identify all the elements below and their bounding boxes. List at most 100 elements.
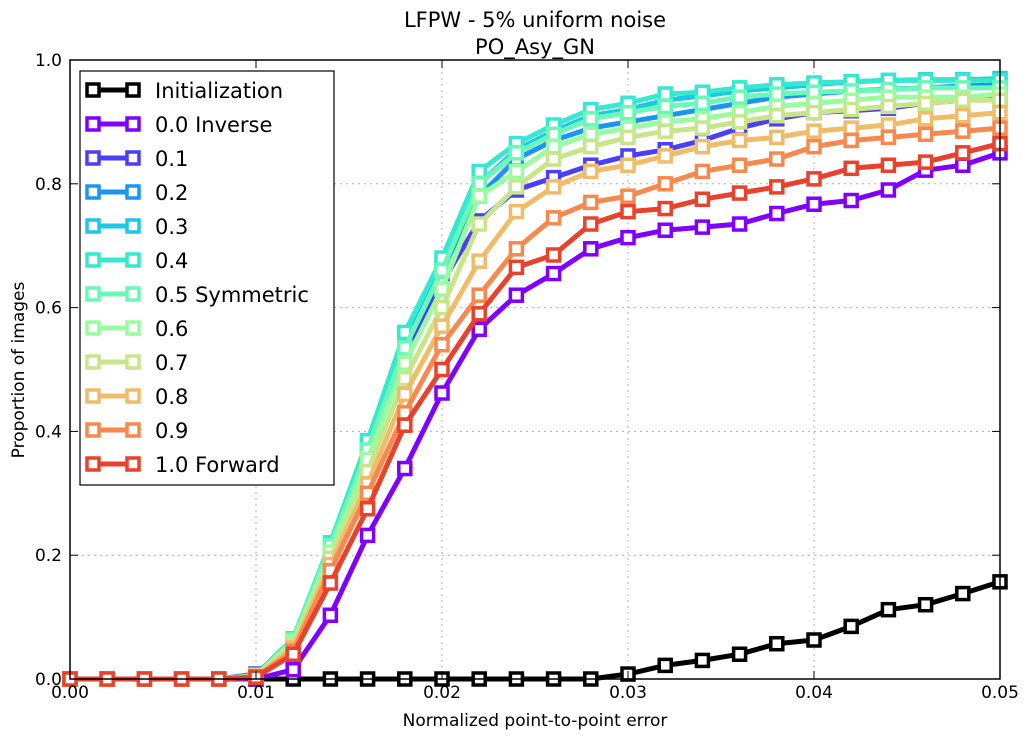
data-point bbox=[545, 151, 562, 167]
data-point bbox=[769, 635, 785, 652]
y-tick-label: 0.2 bbox=[35, 546, 62, 566]
data-point bbox=[806, 104, 822, 121]
data-point bbox=[471, 176, 487, 192]
x-axis-label: Normalized point-to-point error bbox=[403, 711, 668, 731]
y-tick-label: 0.8 bbox=[35, 175, 62, 195]
data-point bbox=[731, 132, 748, 149]
data-point bbox=[955, 92, 971, 108]
data-point bbox=[583, 163, 599, 180]
data-point bbox=[657, 176, 673, 192]
data-point bbox=[843, 618, 859, 635]
legend-entry: 0.6 bbox=[85, 317, 188, 341]
legend-swatch-marker bbox=[85, 286, 101, 302]
data-point bbox=[545, 265, 562, 282]
legend-swatch-marker bbox=[125, 320, 141, 336]
data-point bbox=[657, 123, 673, 139]
data-point bbox=[471, 306, 487, 322]
data-point bbox=[657, 148, 673, 164]
legend-swatch-marker bbox=[85, 218, 101, 234]
data-point bbox=[583, 241, 599, 257]
legend-label: Initialization bbox=[155, 79, 283, 103]
legend-swatch-marker bbox=[125, 218, 141, 234]
data-point bbox=[434, 385, 450, 401]
data-point bbox=[806, 171, 822, 187]
chart-title: LFPW - 5% uniform noise bbox=[404, 8, 666, 32]
data-point bbox=[285, 646, 301, 662]
legend-entry: 0.3 bbox=[85, 215, 188, 239]
data-point bbox=[843, 160, 859, 177]
legend-swatch-marker bbox=[85, 354, 101, 370]
legend-swatch-marker bbox=[125, 456, 141, 472]
legend-swatch-marker bbox=[85, 82, 101, 98]
data-point bbox=[955, 107, 971, 124]
y-tick-label: 0.0 bbox=[35, 670, 62, 690]
data-point bbox=[769, 179, 785, 195]
x-tick-label: 0.03 bbox=[609, 683, 647, 703]
data-point bbox=[917, 111, 934, 127]
legend-box bbox=[79, 70, 335, 486]
data-point bbox=[880, 129, 897, 146]
data-point bbox=[508, 163, 525, 180]
data-point bbox=[880, 601, 897, 618]
axis-ticks: 0.00 0.01 0.02 0.03 0.04 0.05 0.0 0.2 0.4 0.6 0.8 1… bbox=[35, 51, 1019, 703]
y-tick-label: 0.6 bbox=[35, 299, 62, 319]
legend-label: 0.1 bbox=[155, 147, 188, 171]
legend-label: 0.4 bbox=[155, 249, 188, 273]
x-tick-label: 0.01 bbox=[237, 683, 275, 703]
data-point bbox=[880, 117, 897, 133]
legend-swatch-marker bbox=[125, 388, 141, 404]
series-layer bbox=[62, 70, 1008, 687]
data-point bbox=[620, 104, 636, 121]
data-point bbox=[545, 138, 562, 155]
data-point bbox=[917, 154, 934, 170]
data-point bbox=[731, 89, 748, 105]
legend-entry: 0.2 bbox=[85, 181, 188, 205]
legend-entry: 0.7 bbox=[85, 351, 188, 375]
data-point bbox=[508, 145, 525, 161]
data-point bbox=[806, 138, 822, 155]
y-axis-label: Proportion of images bbox=[9, 282, 29, 459]
data-point bbox=[471, 188, 487, 204]
data-point bbox=[657, 86, 673, 102]
legend-swatch-marker bbox=[125, 150, 141, 166]
data-point bbox=[471, 163, 487, 180]
data-point bbox=[769, 107, 785, 124]
data-point bbox=[694, 191, 711, 208]
data-point bbox=[620, 229, 636, 246]
legend-label: 1.0 Forward bbox=[155, 453, 280, 477]
data-point bbox=[769, 205, 785, 222]
x-tick-label: 0.04 bbox=[795, 683, 833, 703]
data-point bbox=[620, 157, 636, 173]
legend-swatch-marker bbox=[85, 422, 101, 438]
legend-swatch-marker bbox=[125, 184, 141, 200]
legend-label: 0.7 bbox=[155, 351, 188, 375]
legend-swatch-marker bbox=[85, 320, 101, 336]
data-point bbox=[694, 163, 711, 180]
legend-label: 0.2 bbox=[155, 181, 188, 205]
data-point bbox=[955, 585, 971, 602]
legend-swatch-marker bbox=[85, 388, 101, 404]
legend-entry: 0.9 bbox=[85, 419, 188, 443]
data-point bbox=[806, 632, 822, 648]
data-point bbox=[843, 192, 859, 209]
data-point bbox=[545, 210, 562, 226]
legend-entry: 0.4 bbox=[85, 249, 188, 273]
legend-swatch-marker bbox=[125, 82, 141, 98]
y-tick-label: 0.4 bbox=[35, 422, 62, 442]
data-point bbox=[955, 157, 971, 173]
legend-swatch-marker bbox=[125, 286, 141, 302]
legend-swatch-marker bbox=[85, 184, 101, 200]
data-point bbox=[620, 129, 636, 146]
data-point bbox=[657, 200, 673, 217]
data-point bbox=[359, 501, 376, 517]
data-point bbox=[359, 527, 376, 544]
data-point bbox=[694, 652, 711, 669]
data-point bbox=[583, 138, 599, 155]
data-point bbox=[843, 101, 859, 118]
data-point bbox=[694, 95, 711, 112]
data-point bbox=[620, 188, 636, 204]
data-point bbox=[583, 111, 599, 127]
data-point bbox=[508, 241, 525, 257]
legend-label: 0.8 bbox=[155, 385, 188, 409]
